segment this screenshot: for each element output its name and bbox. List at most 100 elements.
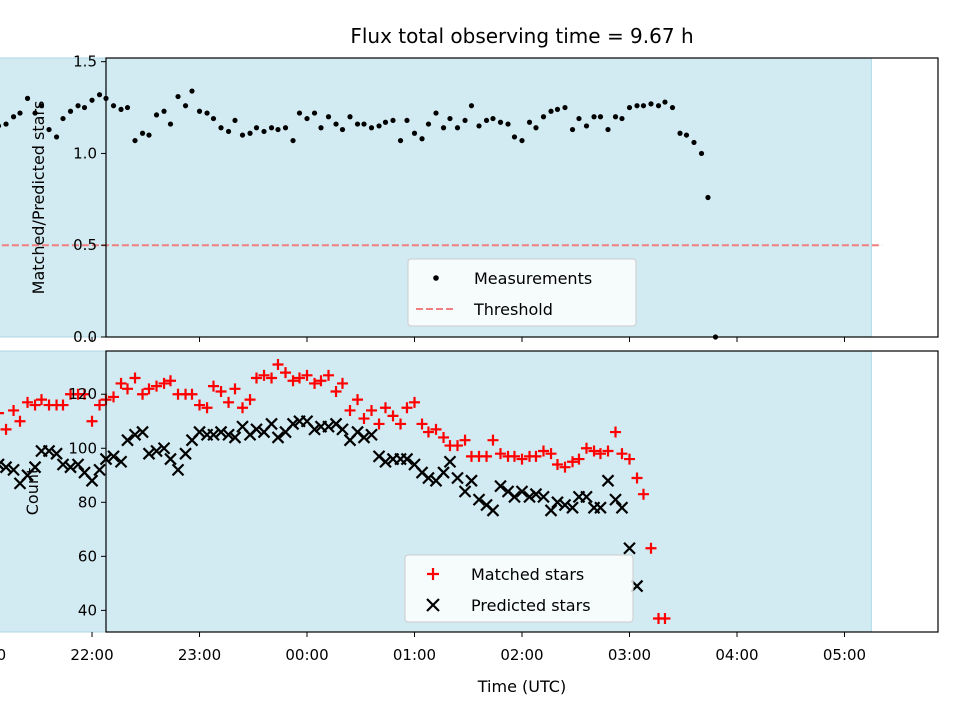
data-point-dot [333,121,339,127]
data-point-cross [193,425,206,439]
data-point-dot [89,97,95,103]
data-point-plus [309,377,321,389]
data-point-dot [311,110,318,116]
legend-box [407,258,637,327]
data-point-plus [559,461,571,473]
data-point-dot [462,117,468,124]
data-point-cross [150,444,163,458]
data-point-cross [0,458,5,471]
data-point-plus [237,402,249,414]
data-point-plus [422,426,434,438]
y-tick-label: 120 [68,385,97,403]
data-point-plus [430,423,442,435]
data-point-plus [623,453,635,465]
data-point-dot [132,137,138,144]
data-point-cross [486,504,500,517]
data-point-cross [228,431,242,444]
data-point-plus [229,383,241,395]
y-tick-label: 40 [78,601,97,619]
data-point-dot [511,134,518,140]
data-point-plus [530,450,542,462]
data-point-plus [459,434,471,446]
data-point-dot [605,126,611,133]
legend-box [404,554,634,623]
data-point-dot [67,108,74,114]
data-point-plus [336,377,348,389]
data-point-dot [247,130,253,136]
data-point-dot [3,121,9,127]
data-point-plus [551,458,563,470]
data-point-dot [483,117,490,124]
data-point-cross [28,460,42,474]
data-point-dot [411,130,418,136]
legend-label: Measurements [474,269,592,288]
data-point-plus [57,399,69,411]
data-point-dot [548,108,554,114]
data-point-dot [634,103,640,109]
data-point-dot [683,132,690,138]
data-point-plus [352,394,364,406]
data-point-plus [631,472,643,484]
data-point-cross [171,463,185,477]
data-point-cross [164,452,177,466]
data-point-dot [304,115,310,122]
data-point-dot [591,114,597,120]
legend: Matched stars Predicted stars [404,554,634,623]
data-point-cross [93,463,106,477]
legend-swatch-cross [426,598,440,612]
data-point-dot [382,119,389,125]
data-point-cross [365,428,378,442]
legend: Measurements Threshold [407,258,637,327]
data-point-plus [344,404,356,416]
data-point-dot [239,132,246,138]
data-point-cross [594,501,607,514]
data-point-cross [422,471,435,485]
data-point-cross [0,460,13,474]
data-point-dot [425,121,432,127]
data-point-cross [107,450,120,463]
data-point-dot [540,114,547,120]
y-axis-label: Count [23,468,42,516]
data-point-dot [691,139,697,146]
data-point-plus [194,399,206,411]
data-point-dot [196,108,203,114]
data-point-cross [128,428,142,442]
data-point-cross [379,455,392,469]
data-point-plus [129,372,141,384]
data-point-plus [258,369,270,381]
data-point-dot [404,117,410,124]
data-point-plus [487,434,499,446]
data-point-cross [50,447,63,460]
data-point-dot [10,114,17,120]
data-point-cross [472,493,486,506]
data-point-plus [438,431,450,443]
data-point-dot [182,103,189,109]
data-point-plus [137,388,149,400]
data-point-plus [580,442,592,454]
data-point-dot [419,136,425,142]
data-point-cross [308,423,321,436]
data-point-cross [64,460,77,474]
data-point-cross [437,466,450,479]
x-tick-label: 03:00 [608,646,651,664]
data-point-plus [143,383,155,395]
y-tick-label: 1.0 [73,144,97,162]
data-point-cross [214,425,228,439]
data-point-cross [207,428,220,442]
data-point-plus [0,412,5,415]
data-point-plus [588,445,600,457]
data-point-cross [56,458,70,471]
data-point-dot [612,114,619,120]
data-point-plus [330,386,342,398]
data-point-dot [139,130,146,136]
data-point-plus [573,453,585,465]
data-point-dot [655,103,662,109]
data-point-dot [32,110,38,116]
data-point-plus [164,375,176,387]
data-point-dot [146,132,152,138]
data-point-plus [567,456,579,468]
data-point-dot [339,126,346,133]
data-point-cross [322,420,335,433]
data-point-cross [286,417,300,431]
data-point-dot [497,119,504,125]
